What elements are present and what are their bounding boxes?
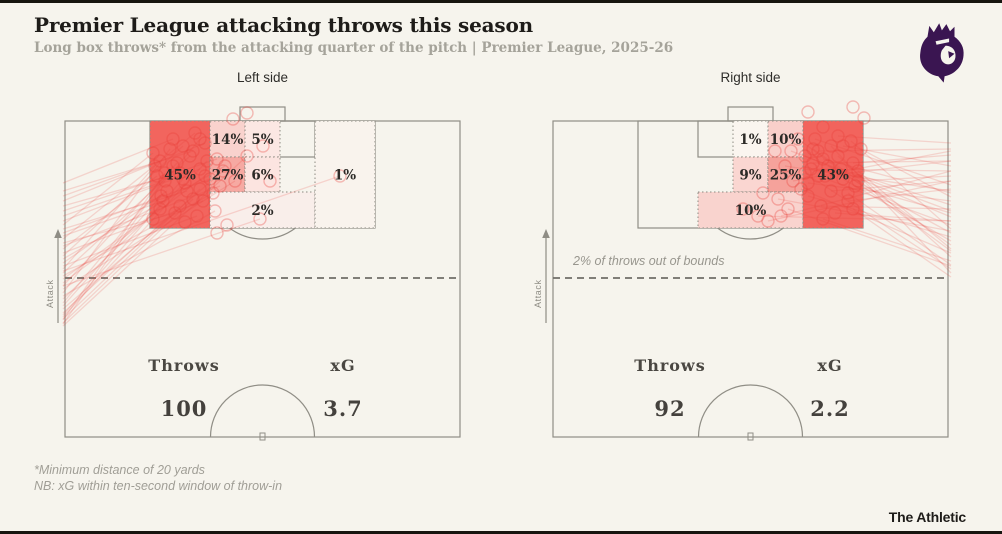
svg-text:1%: 1%: [739, 132, 761, 148]
the-athletic-wordmark: The Athletic: [888, 509, 966, 525]
xg-label: xG: [330, 356, 356, 375]
pitch-right-title: Right side: [720, 70, 781, 85]
throws-value: 92: [654, 396, 686, 421]
svg-text:6%: 6%: [251, 168, 273, 184]
throws-value: 100: [160, 396, 208, 421]
svg-text:43%: 43%: [817, 168, 849, 184]
svg-text:9%: 9%: [739, 168, 761, 184]
xg-value: 3.7: [323, 396, 363, 421]
svg-text:2%: 2%: [251, 203, 273, 219]
footnotes: *Minimum distance of 20 yards NB: xG wit…: [34, 462, 282, 494]
bottom-border-bar: [0, 531, 1002, 534]
svg-text:1%: 1%: [334, 168, 356, 184]
svg-text:Attack: Attack: [533, 279, 543, 308]
footnote-xg-window: NB: xG within ten-second window of throw…: [34, 479, 283, 493]
top-border-bar: [0, 0, 1002, 3]
svg-text:10%: 10%: [770, 132, 802, 148]
svg-text:27%: 27%: [212, 168, 244, 184]
svg-text:5%: 5%: [251, 132, 273, 148]
pitch-left-title: Left side: [236, 70, 289, 85]
svg-text:Attack: Attack: [45, 279, 55, 308]
svg-text:10%: 10%: [735, 203, 767, 219]
pitch-right-svg: 1% 10% 9% 25% 10% 43% Attack: [533, 100, 952, 441]
page-title: Premier League attacking throws this sea…: [34, 13, 533, 37]
throws-label: Throws: [634, 356, 706, 375]
svg-text:14%: 14%: [212, 132, 244, 148]
footnote-min-distance: *Minimum distance of 20 yards: [34, 463, 205, 477]
xg-value: 2.2: [810, 396, 850, 421]
xg-label: xG: [817, 356, 843, 375]
pitch-block-left: Left side 45% 14% 5% 27% 6% 2% 1% Attack Throws…: [44, 70, 504, 455]
pitch-left-svg: 45% 14% 5% 27% 6% 2% 1% Attack: [45, 106, 461, 441]
page-subtitle: Long box throws* from the attacking quar…: [34, 40, 674, 56]
out-of-bounds-note: 2% of throws out of bounds: [573, 254, 725, 268]
premier-league-lion-icon: [920, 23, 964, 83]
svg-text:25%: 25%: [770, 168, 802, 184]
pitch-block-right: Right side 1% 10% 9% 25% 10% 43% Attack 2% of …: [532, 70, 992, 455]
throws-label: Throws: [148, 356, 220, 375]
svg-text:45%: 45%: [164, 168, 196, 184]
